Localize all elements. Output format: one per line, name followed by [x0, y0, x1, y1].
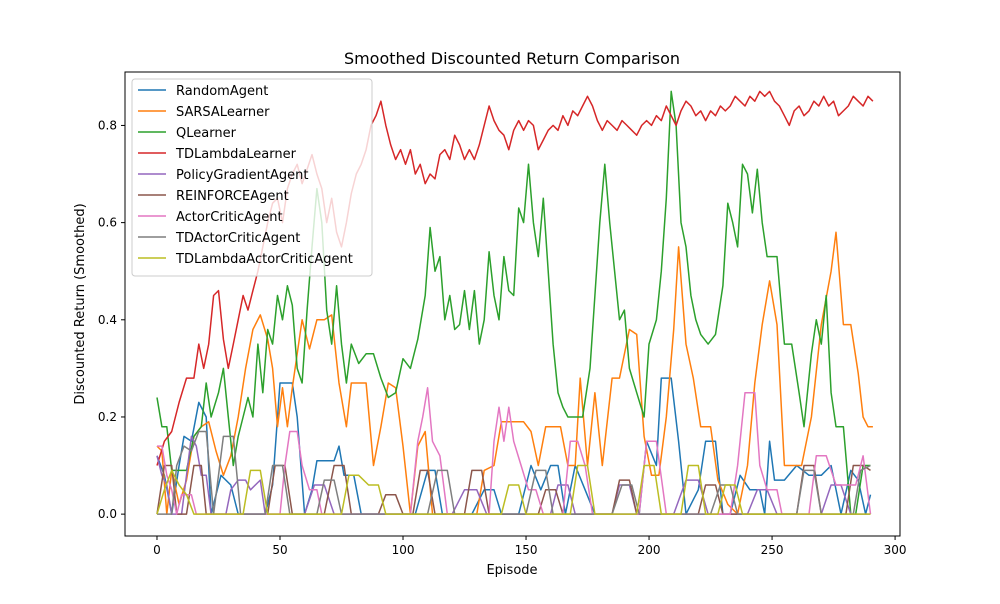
legend-label: SARSALearner [176, 105, 270, 120]
y-tick-label: 0.6 [98, 216, 117, 230]
legend-label: ActorCriticAgent [176, 210, 283, 225]
legend: RandomAgent SARSALearner QLearner TDLambdaL… [131, 78, 373, 277]
legend-label: RandomAgent [176, 84, 268, 99]
x-tick-label: 50 [272, 543, 287, 557]
series-line-actorcriticagent [157, 387, 872, 515]
y-tick-label: 0.8 [98, 118, 117, 132]
y-tick-label: 0.2 [98, 410, 117, 424]
x-tick-label: 100 [392, 543, 415, 557]
legend-label: TDLambdaLearner [175, 147, 297, 162]
legend-label: TDActorCriticAgent [175, 231, 300, 246]
series-lines [156, 90, 874, 515]
legend-label: PolicyGradientAgent [176, 168, 308, 183]
y-tick-label: 0.4 [98, 313, 117, 327]
x-tick-label: 0 [153, 543, 161, 557]
series-line-tdactorcriticagent [157, 430, 871, 515]
x-tick-label: 150 [515, 543, 538, 557]
legend-label: QLearner [176, 126, 237, 141]
series-line-tdlambdaactorcriticagent [156, 464, 871, 515]
y-axis-ticks: 0.0 0.2 0.4 0.6 0.8 [98, 118, 125, 521]
y-tick-label: 0.0 [98, 507, 117, 521]
x-tick-label: 300 [884, 543, 907, 557]
plot-area-frame [124, 71, 901, 537]
x-tick-label: 200 [638, 543, 661, 557]
series-line-qlearner [156, 90, 871, 515]
chart-title: Smoothed Discounted Return Comparison [344, 49, 680, 68]
y-axis-label: Discounted Return (Smoothed) [73, 203, 88, 404]
series-line-sarsalearner [156, 231, 873, 515]
x-axis-ticks: 0 50 100 150 200 250 300 [153, 536, 907, 557]
legend-label: REINFORCEAgent [176, 189, 289, 204]
x-tick-label: 250 [761, 543, 784, 557]
x-axis-label: Episode [486, 563, 537, 578]
legend-box [131, 78, 373, 277]
legend-label: TDLambdaActorCriticAgent [175, 252, 353, 267]
